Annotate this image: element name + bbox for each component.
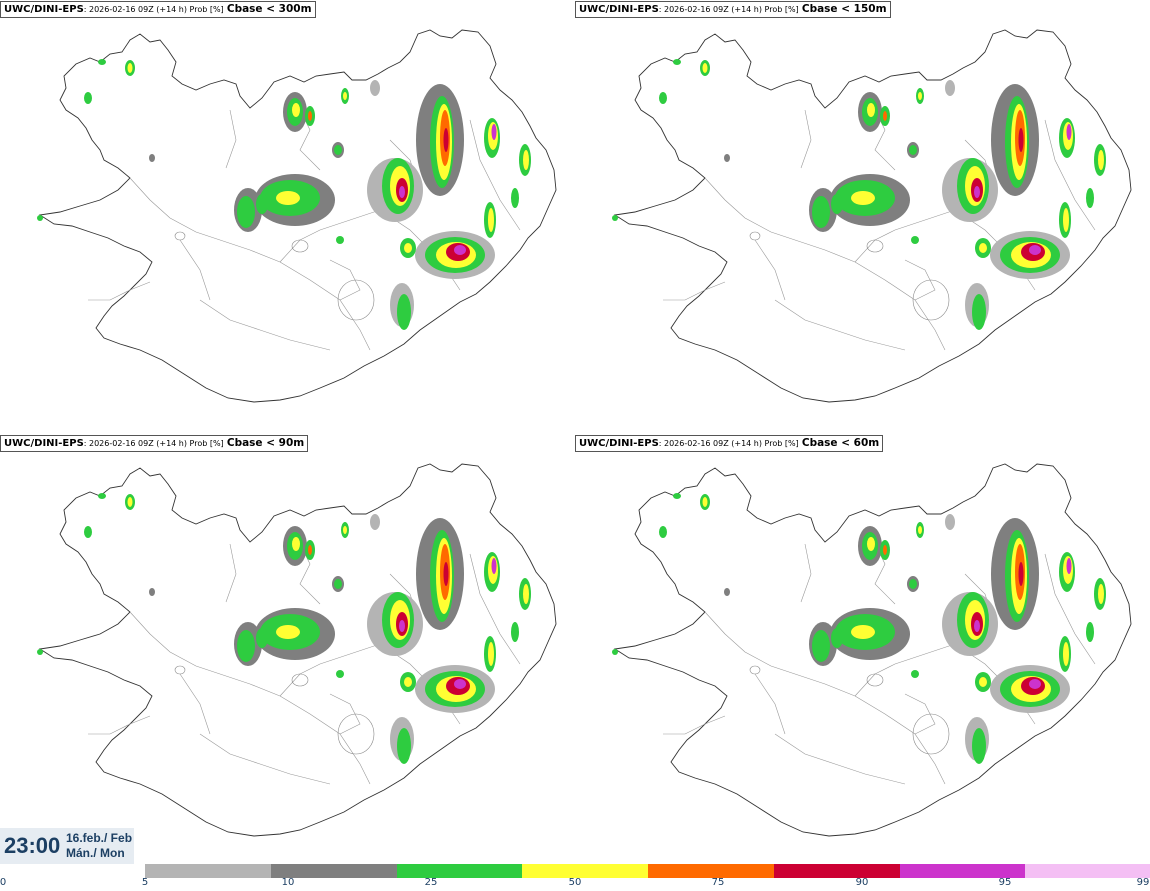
colorbar-segment xyxy=(522,864,648,878)
valid-time: 23:00 xyxy=(4,833,61,858)
colorbar-tick-label: 25 xyxy=(424,877,438,888)
colorbar-segment xyxy=(899,864,1026,878)
panel-title: UWC/DINI-EPS: 2026-02-16 09Z (+14 h) Pro… xyxy=(575,435,884,452)
colorbar-tick-label: 5 xyxy=(141,877,149,888)
colorbar-segment xyxy=(773,864,900,878)
iceland-map xyxy=(36,29,557,403)
valid-date: 16.feb./ Feb xyxy=(66,831,133,845)
colorbar-segment xyxy=(396,864,523,878)
panel-title: UWC/DINI-EPS: 2026-02-16 09Z (+14 h) Pro… xyxy=(575,1,891,18)
iceland-map xyxy=(36,463,557,837)
colorbar-segment xyxy=(270,864,397,878)
valid-time-box: 23:00 16.feb./ Feb Mán./ Mon xyxy=(0,828,134,864)
valid-weekday: Mán./ Mon xyxy=(66,846,125,860)
colorbar-tick-label: 10 xyxy=(281,877,295,888)
panel-title: UWC/DINI-EPS: 2026-02-16 09Z (+14 h) Pro… xyxy=(0,1,316,18)
map-panel-60m: UWC/DINI-EPS: 2026-02-16 09Z (+14 h) Pro… xyxy=(575,434,1150,870)
colorbar-tick-label: 0 xyxy=(0,877,7,888)
colorbar-tick-label: 99 xyxy=(1136,877,1150,888)
colorbar-segment xyxy=(145,864,271,878)
iceland-map xyxy=(611,463,1132,837)
map-panel-90m: UWC/DINI-EPS: 2026-02-16 09Z (+14 h) Pro… xyxy=(0,434,575,870)
panel-title: UWC/DINI-EPS: 2026-02-16 09Z (+14 h) Pro… xyxy=(0,435,309,452)
colorbar-tick-label: 95 xyxy=(998,877,1012,888)
map-panel-150m: UWC/DINI-EPS: 2026-02-16 09Z (+14 h) Pro… xyxy=(575,0,1150,436)
map-panel-300m: UWC/DINI-EPS: 2026-02-16 09Z (+14 h) Pro… xyxy=(0,0,575,436)
colorbar-tick-label: 90 xyxy=(855,877,869,888)
colorbar-tick-label: 75 xyxy=(711,877,725,888)
probability-colorbar xyxy=(145,864,1150,878)
colorbar-tick-label: 50 xyxy=(568,877,582,888)
colorbar-segment xyxy=(1025,864,1150,878)
iceland-map xyxy=(611,29,1132,403)
colorbar-segment xyxy=(648,864,774,878)
